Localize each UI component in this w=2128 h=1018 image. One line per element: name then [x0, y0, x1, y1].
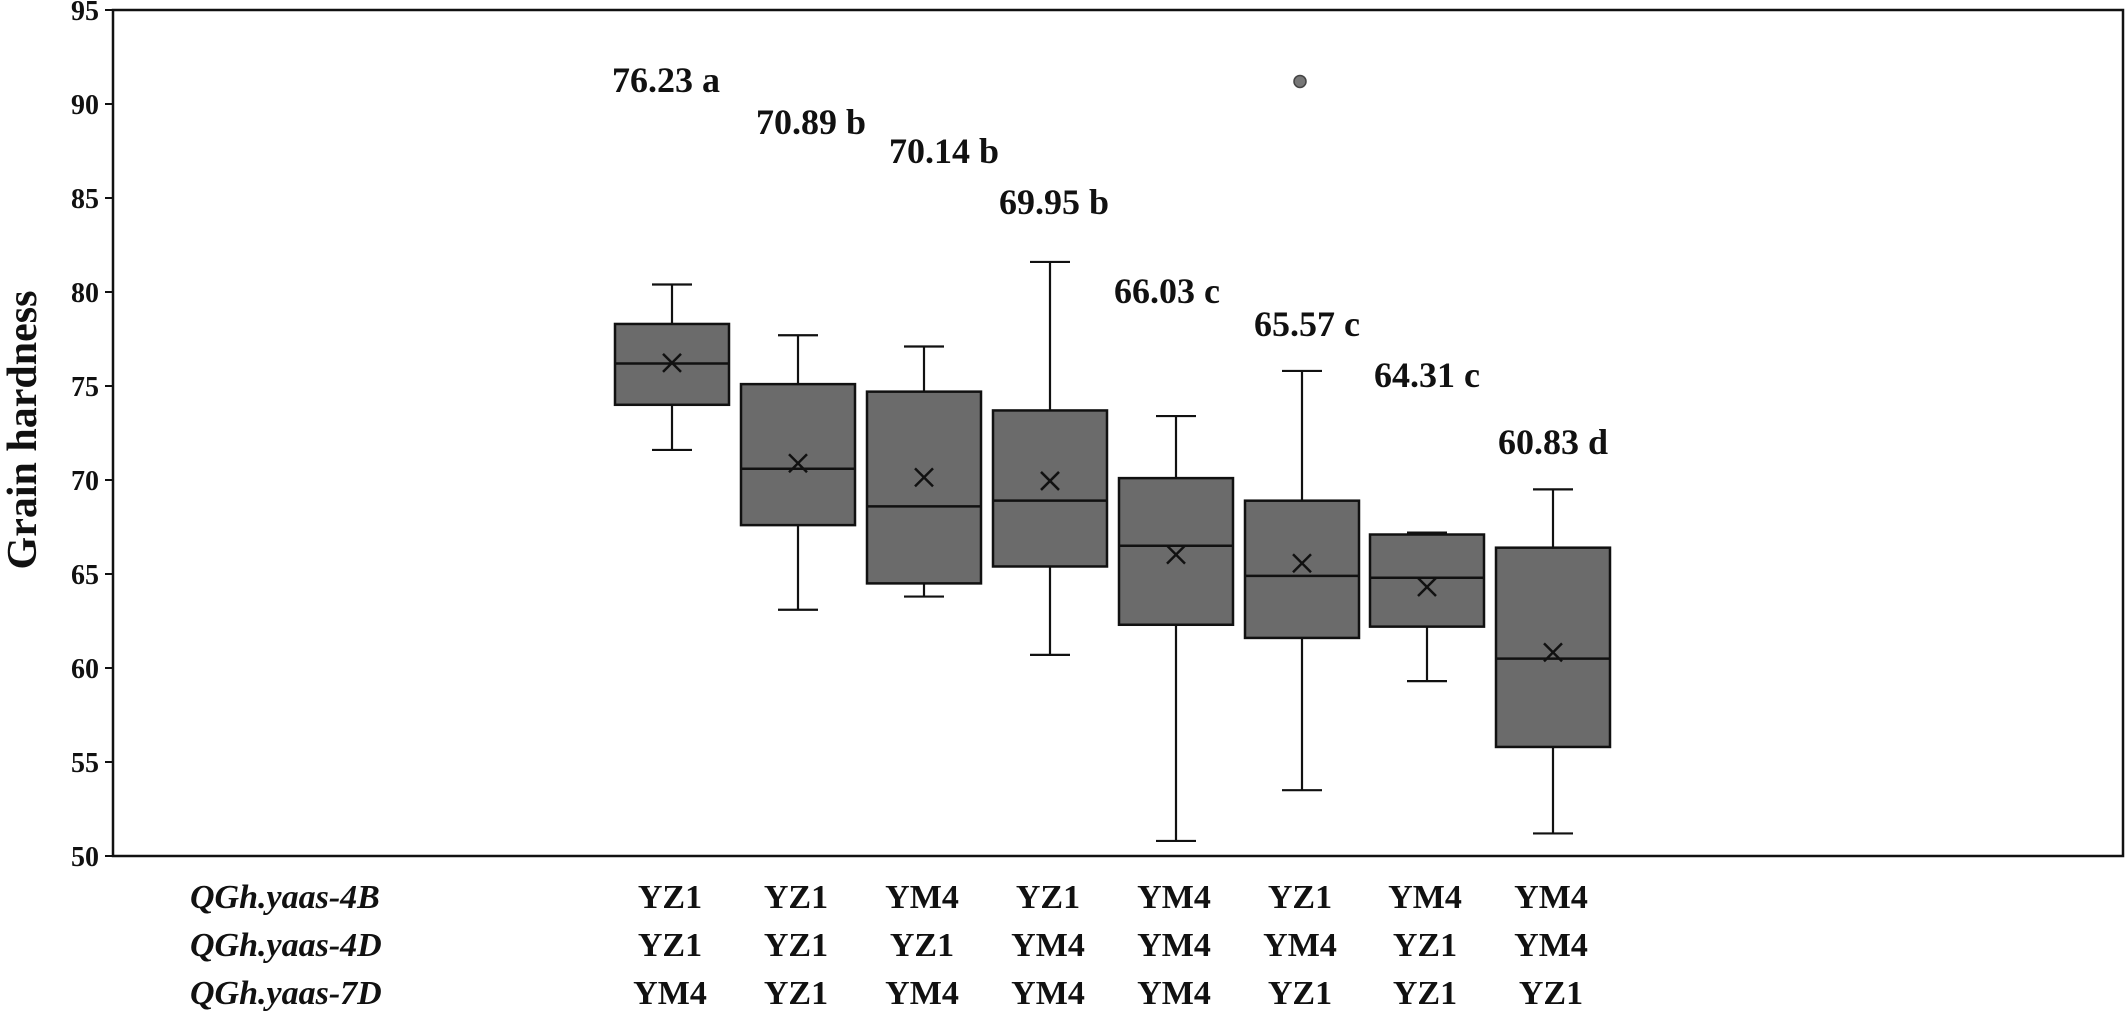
y-tick-label: 90 [71, 90, 99, 121]
y-axis-label: Grain hardness [0, 291, 46, 570]
qtl-row-label: QGh.yaas-4D [190, 927, 382, 964]
iqr-box [1117, 476, 1235, 627]
genotype-cell: YZ1 [890, 927, 954, 964]
mean-marker [1292, 553, 1312, 574]
mean-annotation: 66.03 c [1114, 271, 1220, 311]
genotype-cell: YM4 [1137, 927, 1211, 964]
iqr-box [991, 409, 1109, 568]
box-group [1494, 488, 1612, 835]
y-tick-label: 65 [71, 560, 99, 591]
iqr-box [865, 390, 983, 585]
genotype-cell: YZ1 [1268, 975, 1332, 1012]
mean-marker [914, 467, 934, 488]
genotype-cell: YZ1 [1393, 975, 1457, 1012]
box-group [991, 260, 1109, 656]
y-tick-label: 50 [71, 842, 99, 873]
genotype-cell: YM4 [1011, 927, 1085, 964]
genotype-cell: YZ1 [764, 975, 828, 1012]
mean-marker [1166, 544, 1186, 565]
mean-marker [1417, 577, 1437, 597]
y-tick-label: 60 [71, 654, 99, 685]
genotype-cell: YM4 [1137, 975, 1211, 1012]
genotype-cell: YM4 [1514, 879, 1588, 916]
genotype-cell: YZ1 [1268, 879, 1332, 916]
qtl-row-label: QGh.yaas-7D [190, 975, 382, 1012]
mean-annotation: 76.23 a [612, 60, 720, 100]
mean-marker [662, 352, 682, 373]
mean-annotation: 65.57 c [1254, 304, 1360, 344]
mean-annotation: 60.83 d [1498, 422, 1608, 462]
genotype-cell: YM4 [885, 975, 959, 1012]
mean-marker [1543, 642, 1563, 663]
mean-marker [1040, 471, 1060, 491]
plot-area-frame [111, 8, 2125, 858]
mean-annotation: 69.95 b [999, 182, 1109, 222]
genotype-cell: YM4 [1388, 879, 1462, 916]
genotype-cell: YZ1 [638, 927, 702, 964]
y-tick-label: 55 [71, 748, 99, 779]
mean-marker [788, 453, 808, 474]
mean-annotation: 70.14 b [889, 131, 999, 171]
iqr-box [1494, 546, 1612, 749]
box-group [739, 334, 857, 611]
mean-annotation: 64.31 c [1374, 355, 1480, 395]
y-tick-label: 85 [71, 184, 99, 215]
box-group [1117, 414, 1235, 843]
y-tick-label: 95 [71, 0, 99, 27]
y-tick-label: 70 [71, 466, 99, 497]
box-group [613, 283, 731, 452]
genotype-cell: YM4 [1514, 927, 1588, 964]
box-group [865, 345, 983, 598]
box-group [1243, 74, 1361, 792]
genotype-cell: YZ1 [1519, 975, 1583, 1012]
iqr-box [1368, 533, 1486, 628]
genotype-cell: YZ1 [764, 879, 828, 916]
genotype-cell: YZ1 [764, 927, 828, 964]
genotype-cell: YZ1 [1016, 879, 1080, 916]
outlier-point [1293, 74, 1307, 89]
iqr-box [739, 382, 857, 527]
qtl-row-label: QGh.yaas-4B [190, 879, 380, 916]
genotype-cell: YM4 [1263, 927, 1337, 964]
y-tick-label: 80 [71, 278, 99, 309]
genotype-cell: YM4 [885, 879, 959, 916]
genotype-cell: YM4 [1011, 975, 1085, 1012]
genotype-cell: YZ1 [1393, 927, 1457, 964]
iqr-box [1243, 499, 1361, 640]
y-tick-label: 75 [71, 372, 99, 403]
genotype-cell: YM4 [633, 975, 707, 1012]
mean-annotation: 70.89 b [756, 102, 866, 142]
genotype-cell: YM4 [1137, 879, 1211, 916]
genotype-cell: YZ1 [638, 879, 702, 916]
box-group [1368, 531, 1486, 683]
